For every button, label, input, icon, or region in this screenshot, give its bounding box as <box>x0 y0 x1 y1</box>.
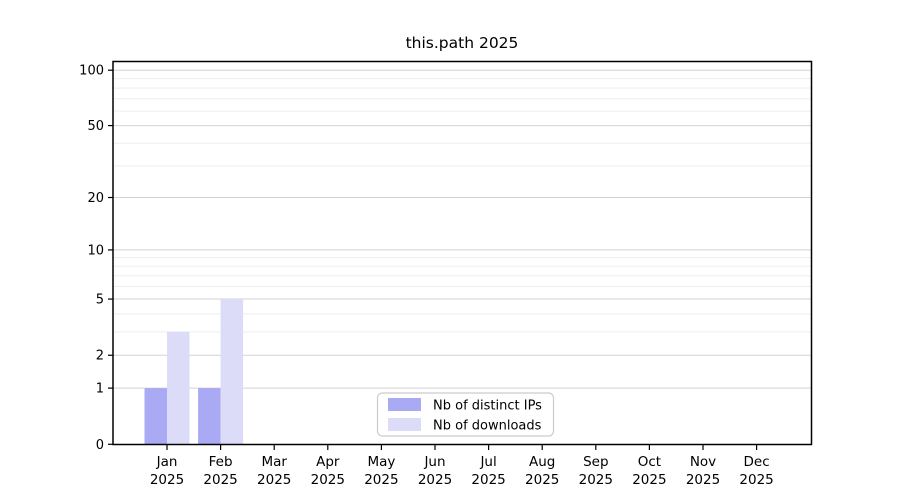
bar-downloads <box>220 299 244 445</box>
legend-label-downloads: Nb of downloads <box>433 419 542 434</box>
y-tick-label: 10 <box>87 243 104 258</box>
x-tick-label-month: Jul <box>479 454 496 470</box>
x-tick-label-month: Aug <box>529 454 555 470</box>
x-tick-label-year: 2025 <box>686 472 720 488</box>
y-tick-label: 0 <box>96 438 104 453</box>
x-tick-label-month: Sep <box>583 454 608 470</box>
x-tick-label-year: 2025 <box>579 472 613 488</box>
x-tick-label-year: 2025 <box>257 472 291 488</box>
y-tick-label: 100 <box>79 64 104 79</box>
x-tick-label-month: Dec <box>744 454 770 470</box>
y-tick-label: 20 <box>87 191 104 206</box>
legend-box <box>376 392 555 437</box>
x-tick-label-year: 2025 <box>525 472 559 488</box>
x-tick-label-year: 2025 <box>739 472 773 488</box>
x-tick-label-month: Jan <box>156 454 178 470</box>
bar-distinct-ips <box>144 388 167 445</box>
x-tick-label-month: Oct <box>638 454 661 470</box>
bar-distinct-ips <box>198 388 221 445</box>
x-tick-label-month: Apr <box>316 454 340 470</box>
x-tick-label-month: Jun <box>423 454 445 470</box>
x-tick-label-month: Feb <box>209 454 233 470</box>
x-tick-label-year: 2025 <box>364 472 398 488</box>
x-tick-label-month: Mar <box>261 454 287 470</box>
y-tick-label: 50 <box>87 119 104 134</box>
legend-swatch-downloads <box>388 418 421 431</box>
y-tick-label: 5 <box>96 293 104 308</box>
x-tick-label-year: 2025 <box>418 472 452 488</box>
x-tick-label-year: 2025 <box>203 472 237 488</box>
y-tick-label: 2 <box>96 349 104 364</box>
x-tick-label-year: 2025 <box>471 472 505 488</box>
plot-border <box>112 60 813 446</box>
legend-label-distinct-ips: Nb of distinct IPs <box>433 399 542 414</box>
x-tick-label-year: 2025 <box>150 472 184 488</box>
x-tick-label-month: Nov <box>690 454 716 470</box>
x-tick-label-year: 2025 <box>311 472 345 488</box>
x-tick-label-month: May <box>367 454 395 470</box>
legend-swatch-distinct-ips <box>388 398 421 411</box>
y-tick-label: 1 <box>96 382 104 397</box>
bar-downloads <box>167 331 190 445</box>
chart-title: this.path 2025 <box>405 34 519 52</box>
x-tick-label-year: 2025 <box>632 472 666 488</box>
